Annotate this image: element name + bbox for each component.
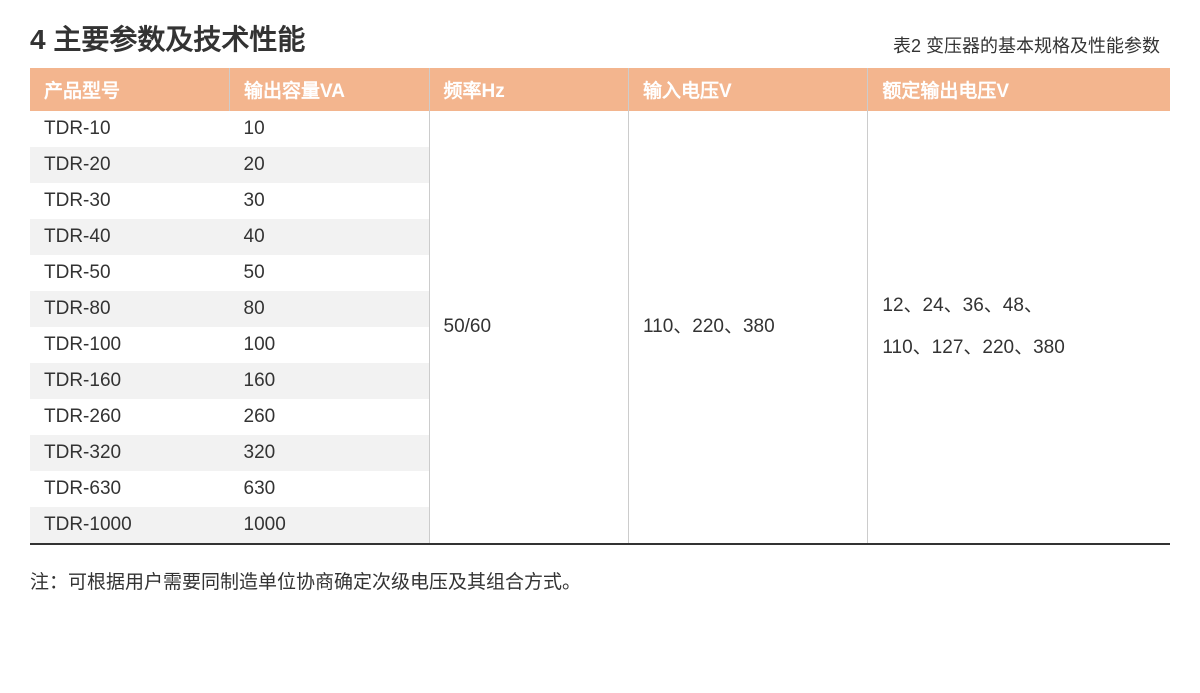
cell-freq: 50/60 xyxy=(429,111,629,544)
table-header-row: 产品型号 输出容量VA 频率Hz 输入电压V 额定输出电压V xyxy=(30,68,1170,111)
cell-capacity: 100 xyxy=(230,327,430,363)
col-header-capacity: 输出容量VA xyxy=(230,68,430,111)
cell-capacity: 30 xyxy=(230,183,430,219)
cell-capacity: 260 xyxy=(230,399,430,435)
cell-output: 12、24、36、48、110、127、220、380 xyxy=(868,111,1170,544)
cell-model: TDR-20 xyxy=(30,147,230,183)
cell-model: TDR-320 xyxy=(30,435,230,471)
cell-model: TDR-160 xyxy=(30,363,230,399)
table-body: TDR-10 10 50/60 110、220、380 12、24、36、48、… xyxy=(30,111,1170,544)
cell-model: TDR-10 xyxy=(30,111,230,147)
cell-model: TDR-30 xyxy=(30,183,230,219)
cell-model: TDR-1000 xyxy=(30,507,230,544)
cell-model: TDR-40 xyxy=(30,219,230,255)
col-header-input: 输入电压V xyxy=(629,68,868,111)
cell-capacity: 320 xyxy=(230,435,430,471)
table-row: TDR-10 10 50/60 110、220、380 12、24、36、48、… xyxy=(30,111,1170,147)
cell-model: TDR-260 xyxy=(30,399,230,435)
footnote: 注：可根据用户需要同制造单位协商确定次级电压及其组合方式。 xyxy=(30,567,1170,594)
cell-capacity: 1000 xyxy=(230,507,430,544)
cell-model: TDR-80 xyxy=(30,291,230,327)
cell-input: 110、220、380 xyxy=(629,111,868,544)
cell-capacity: 40 xyxy=(230,219,430,255)
table-caption: 表2 变压器的基本规格及性能参数 xyxy=(893,32,1170,58)
spec-table: 产品型号 输出容量VA 频率Hz 输入电压V 额定输出电压V TDR-10 10… xyxy=(30,68,1170,545)
col-header-output: 额定输出电压V xyxy=(868,68,1170,111)
cell-capacity: 160 xyxy=(230,363,430,399)
section-title: 4 主要参数及技术性能 xyxy=(30,18,305,58)
cell-model: TDR-100 xyxy=(30,327,230,363)
cell-capacity: 10 xyxy=(230,111,430,147)
cell-capacity: 80 xyxy=(230,291,430,327)
cell-capacity: 50 xyxy=(230,255,430,291)
cell-capacity: 630 xyxy=(230,471,430,507)
cell-capacity: 20 xyxy=(230,147,430,183)
col-header-model: 产品型号 xyxy=(30,68,230,111)
cell-model: TDR-50 xyxy=(30,255,230,291)
header-row: 4 主要参数及技术性能 表2 变压器的基本规格及性能参数 xyxy=(30,18,1170,58)
cell-model: TDR-630 xyxy=(30,471,230,507)
col-header-freq: 频率Hz xyxy=(429,68,629,111)
